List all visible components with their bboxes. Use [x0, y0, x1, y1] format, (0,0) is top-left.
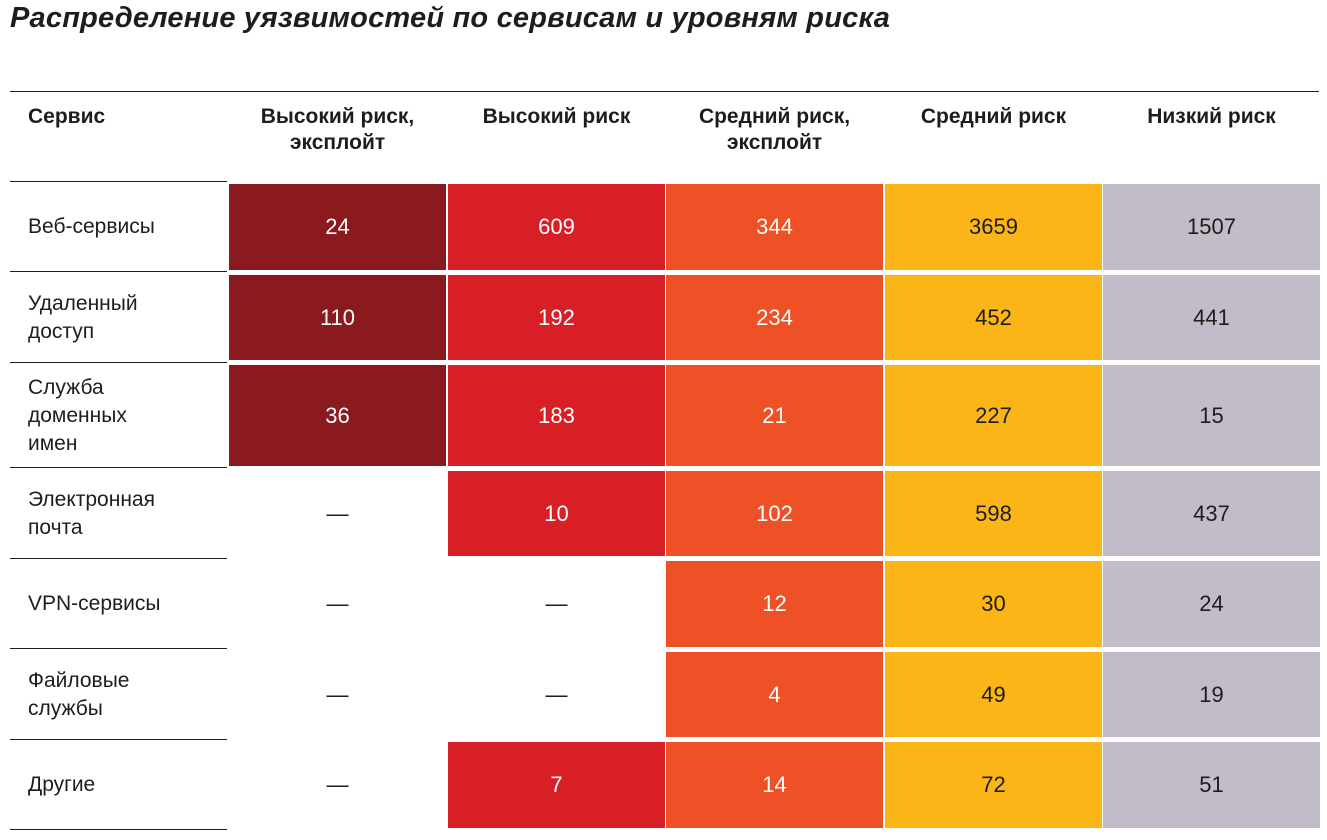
header-line: эксплойт [726, 131, 823, 154]
cell-high-exploit: 36 [229, 365, 446, 466]
cell-medium: 452 [885, 275, 1102, 360]
row-label: Веб-сервисы [28, 184, 155, 270]
row-label: Файловые службы [28, 652, 129, 737]
header-low: Низкий риск [1095, 104, 1327, 130]
cell-medium-exploit: 12 [666, 561, 883, 647]
row-label-line: Служба [28, 375, 104, 399]
row-label-line: почта [28, 515, 83, 539]
row-label-text: Другие [28, 771, 95, 799]
cell-medium-exploit: 344 [666, 184, 883, 270]
cell-low: 24 [1103, 561, 1320, 647]
header-service: Сервис [28, 105, 106, 128]
row-label: Электронная почта [28, 471, 155, 556]
cell-high: 609 [448, 184, 665, 270]
cell-medium: 598 [885, 471, 1102, 556]
row-label-text: Электронная почта [28, 486, 155, 542]
header-line: Средний риск [920, 105, 1067, 128]
row-label-text: Файловые службы [28, 667, 129, 723]
cell-medium: 49 [885, 652, 1102, 737]
cell-medium-exploit: 4 [666, 652, 883, 737]
row-label-line: имен [28, 431, 78, 455]
cell-low: 437 [1103, 471, 1320, 556]
row-label-line: VPN-сервисы [28, 592, 161, 615]
row-separator [10, 362, 227, 363]
row-label-line: Другие [28, 773, 96, 796]
cell-low: 1507 [1103, 184, 1320, 270]
cell-empty: — [326, 681, 349, 707]
row-separator [10, 558, 227, 559]
row-label-line: Веб-сервисы [28, 215, 155, 238]
row-label-text: Веб-сервисы [28, 213, 155, 241]
row-label: Удаленный доступ [28, 275, 138, 360]
cell-medium: 30 [885, 561, 1102, 647]
row-label-line: Электронная [28, 487, 155, 511]
row-label: Другие [28, 742, 95, 828]
row-label-text: VPN-сервисы [28, 590, 161, 618]
cell-medium-exploit: 21 [666, 365, 883, 466]
cell-high: 192 [448, 275, 665, 360]
top-rule [10, 91, 1319, 92]
row-separator [10, 829, 227, 830]
row-label-line: Файловые [28, 668, 130, 692]
cell-low: 15 [1103, 365, 1320, 466]
header-line: Средний риск, [698, 105, 851, 128]
cell-low: 441 [1103, 275, 1320, 360]
row-separator [10, 648, 227, 649]
cell-medium: 3659 [885, 184, 1102, 270]
cell-empty: — [326, 772, 349, 797]
cell-high-exploit: 110 [229, 275, 446, 360]
row-label: Служба доменных имен [28, 365, 127, 466]
cell-high: 183 [448, 365, 665, 466]
row-label-line: доменных [28, 403, 127, 427]
row-label-text: Служба доменных имен [28, 374, 127, 458]
row-separator [10, 271, 227, 272]
cell-medium-exploit: 234 [666, 275, 883, 360]
header-high-exploit: Высокий риск, эксплойт [221, 104, 454, 156]
cell-medium: 227 [885, 365, 1102, 466]
cell-low: 51 [1103, 742, 1320, 828]
cell-high: 10 [448, 471, 665, 556]
row-label: VPN-сервисы [28, 561, 161, 647]
cell-medium: 72 [885, 742, 1102, 828]
cell-low: 19 [1103, 652, 1320, 737]
row-label-text: Удаленный доступ [28, 290, 138, 346]
header-line: эксплойт [289, 131, 386, 154]
row-separator [10, 739, 227, 740]
header-line: Высокий риск [482, 105, 631, 128]
cell-empty: — [326, 591, 349, 616]
header-line: Низкий риск [1147, 105, 1276, 128]
row-separator [10, 181, 227, 182]
cell-high: 7 [448, 742, 665, 828]
cell-high-exploit: 24 [229, 184, 446, 270]
row-label-line: службы [28, 696, 103, 720]
cell-empty: — [545, 681, 568, 707]
chart-title: Распределение уязвимостей по сервисам и … [10, 2, 891, 34]
header-line: Высокий риск, [260, 105, 415, 128]
cell-empty: — [326, 500, 349, 526]
header-medium-exploit: Средний риск, эксплойт [658, 104, 891, 156]
row-label-line: доступ [28, 319, 95, 343]
row-separator [10, 467, 227, 468]
cell-medium-exploit: 102 [666, 471, 883, 556]
cell-empty: — [545, 591, 568, 616]
header-medium: Средний риск [877, 104, 1110, 130]
row-label-line: Удаленный [28, 291, 138, 315]
header-high: Высокий риск [440, 104, 673, 130]
cell-medium-exploit: 14 [666, 742, 883, 828]
